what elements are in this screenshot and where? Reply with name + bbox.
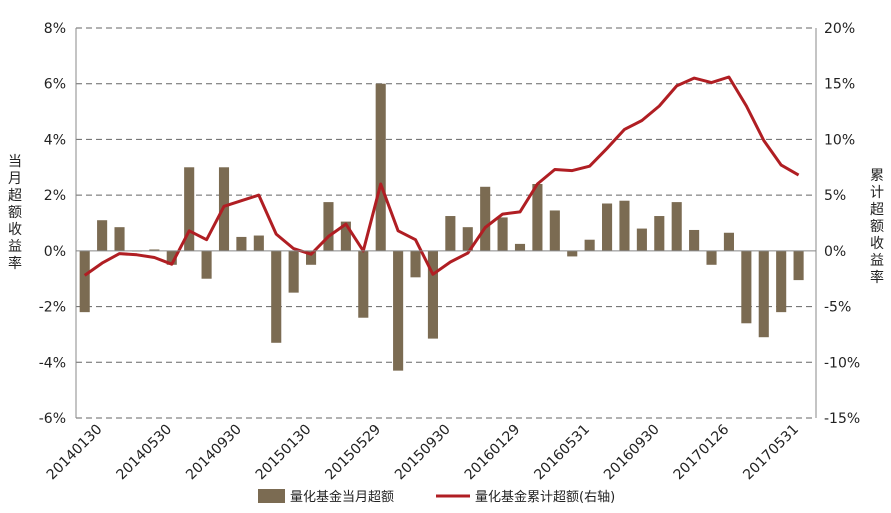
- left-y-axis-title: 当月超额收益率: [8, 154, 22, 272]
- bar: [393, 250, 404, 371]
- bar: [723, 232, 734, 251]
- left-y-ticks: -6% -4% -2% 0% 2% 4% 6% 8%: [39, 21, 66, 427]
- bar: [97, 220, 108, 251]
- bar: [654, 216, 665, 251]
- bar: [776, 250, 787, 313]
- legend: 量化基金当月超额 量化基金累计超额(右轴): [258, 489, 615, 505]
- bar: [497, 217, 508, 251]
- bar: [166, 250, 177, 265]
- bar-series: [79, 83, 804, 371]
- bar: [549, 210, 560, 251]
- bar: [514, 243, 526, 251]
- bar: [149, 249, 160, 251]
- cumulative-line: [83, 75, 800, 277]
- x-tick-label: 20160930: [601, 422, 663, 484]
- right-y-axis-label: 累计超额收益率: [870, 168, 884, 286]
- bar: [184, 167, 195, 251]
- bar: [323, 202, 334, 251]
- legend-label-bar: 量化基金当月超额: [290, 489, 394, 505]
- left-tick-label: 0%: [44, 244, 66, 260]
- bar: [462, 227, 473, 251]
- left-tick-label: 2%: [44, 188, 66, 204]
- right-tick-label: 5%: [824, 188, 846, 204]
- bar: [236, 236, 247, 251]
- legend-swatch-bar: [258, 489, 285, 503]
- bar: [375, 83, 386, 251]
- bar: [114, 227, 125, 251]
- bar: [79, 250, 90, 313]
- axes: [75, 28, 817, 418]
- bar: [758, 250, 769, 338]
- bar: [636, 228, 647, 251]
- bar: [410, 250, 421, 278]
- right-tick-label: 10%: [824, 132, 855, 148]
- x-tick-label: 20140530: [113, 422, 175, 484]
- bar: [689, 229, 700, 251]
- x-tick-label: 20170531: [740, 422, 802, 484]
- left-tick-label: 4%: [44, 132, 66, 148]
- bar: [706, 250, 717, 265]
- x-tick-label: 20160531: [531, 422, 593, 484]
- x-tick-label: 20150130: [253, 422, 315, 484]
- x-ticks: 20140130 20140530 20140930 20150130 20150529…: [44, 421, 802, 483]
- bar: [532, 184, 543, 251]
- left-tick-label: 8%: [44, 21, 66, 37]
- x-tick-label: 20140130: [44, 422, 106, 484]
- bar: [619, 200, 630, 251]
- right-tick-label: -15%: [824, 411, 860, 427]
- legend-label-line: 量化基金累计超额(右轴): [475, 489, 615, 505]
- x-tick-label: 20160129: [462, 422, 524, 484]
- left-tick-label: 6%: [44, 77, 66, 93]
- bar: [358, 250, 369, 318]
- bar: [427, 250, 438, 339]
- bar: [671, 202, 682, 251]
- x-tick-label: 20140930: [183, 422, 245, 484]
- bar: [288, 250, 299, 293]
- line-series: [83, 75, 800, 277]
- x-tick-label: 20150529: [322, 422, 384, 484]
- right-tick-label: 20%: [824, 21, 855, 37]
- bar: [340, 221, 351, 251]
- bar: [201, 250, 212, 279]
- right-tick-label: 0%: [824, 244, 846, 260]
- bar: [480, 186, 491, 251]
- left-tick-label: -6%: [39, 411, 66, 427]
- left-tick-label: -4%: [39, 355, 66, 371]
- x-tick-label: 20170126: [671, 421, 733, 483]
- right-tick-label: -5%: [824, 300, 851, 316]
- bar: [793, 250, 804, 281]
- right-y-ticks: -15% -10% -5% 0% 5% 10% 15% 20%: [824, 21, 860, 427]
- bar: [271, 250, 282, 343]
- right-y-axis-title: 累计超额收益率: [870, 168, 884, 286]
- x-tick-label: 20150930: [392, 422, 454, 484]
- gridlines: [76, 27, 816, 419]
- bar: [253, 235, 264, 251]
- bar: [602, 203, 613, 251]
- bar: [306, 250, 317, 265]
- bar: [584, 239, 595, 251]
- bar: [445, 216, 456, 251]
- right-tick-label: -10%: [824, 355, 860, 371]
- bar: [741, 250, 752, 324]
- bar: [567, 250, 578, 257]
- left-tick-label: -2%: [39, 300, 66, 316]
- right-tick-label: 15%: [824, 77, 855, 93]
- left-y-axis-label: 当月超额收益率: [8, 154, 22, 272]
